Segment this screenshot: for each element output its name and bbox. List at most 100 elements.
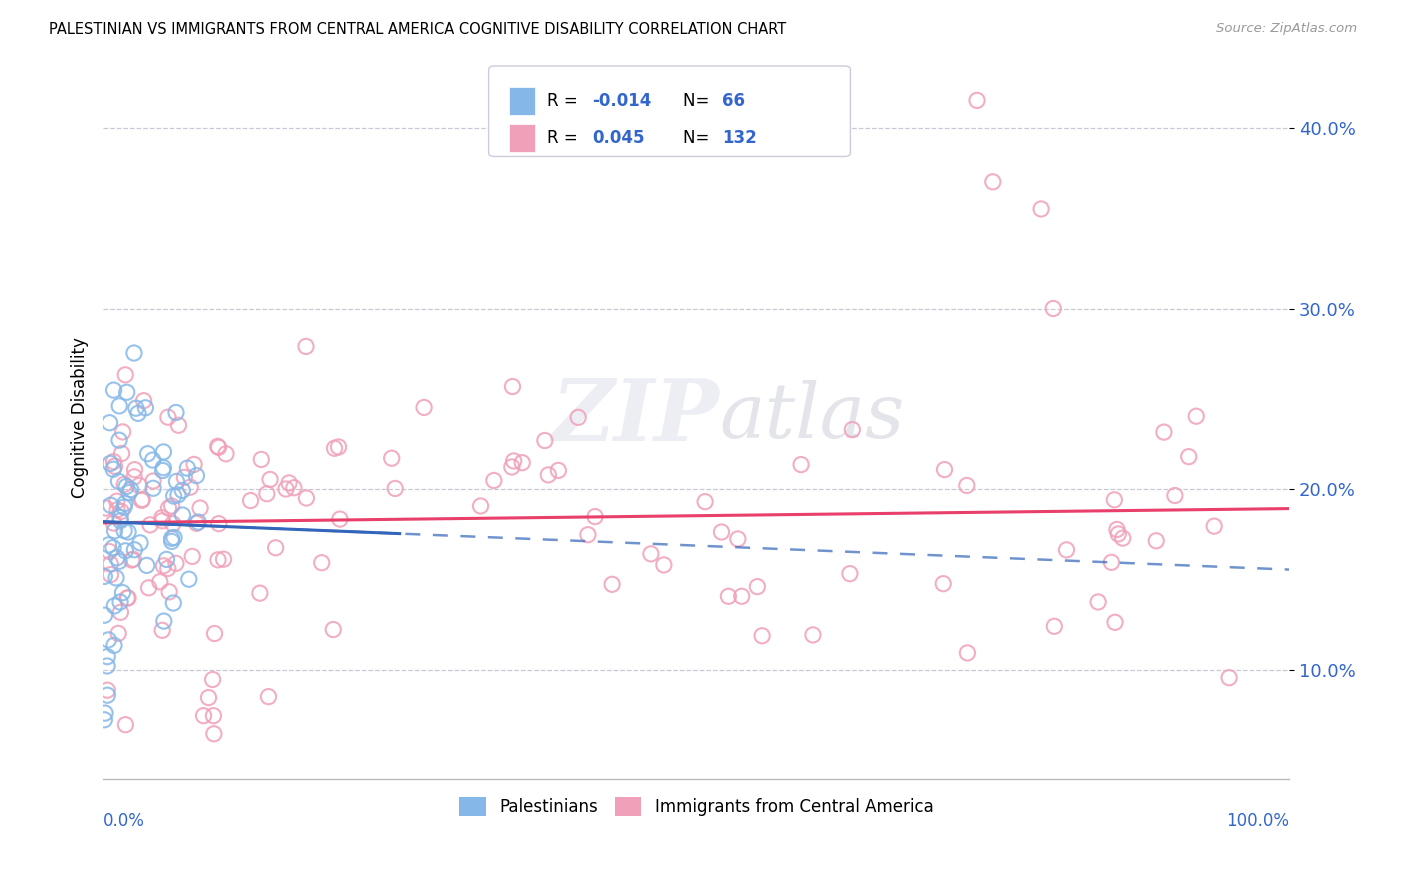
Point [114,368,136,382]
Point [124,542,146,557]
Point [249,586,271,600]
Point [567,410,589,425]
Text: atlas: atlas [720,380,905,454]
Point [103,638,125,652]
Point [537,467,560,482]
Point [283,481,305,495]
Text: N=: N= [683,92,714,111]
Point [150,624,173,638]
Point [181,549,204,564]
Point [501,460,523,475]
Point [132,393,155,408]
Text: 100.0%: 100.0% [1226,812,1289,830]
Point [97,632,120,647]
Point [187,515,209,529]
Point [381,451,404,466]
Point [278,475,301,490]
Point [501,379,523,393]
Point [204,626,226,640]
Point [122,470,145,484]
Point [125,401,148,416]
Point [107,626,129,640]
Point [257,690,280,704]
Point [177,572,200,586]
Point [108,510,131,524]
Point [790,458,813,472]
Point [162,516,184,531]
Text: 0.0%: 0.0% [103,812,145,830]
Point [108,399,131,413]
Point [112,500,135,515]
Point [652,558,675,572]
Point [1105,523,1128,537]
Point [105,550,128,565]
Point [96,659,118,673]
Point [186,516,208,531]
Point [956,646,979,660]
Point [112,524,135,538]
Point [110,514,132,528]
Point [105,503,128,517]
Point [328,440,350,454]
Point [576,527,599,541]
Point [172,508,194,522]
Point [311,556,333,570]
Point [727,532,749,546]
Point [239,493,262,508]
Point [142,481,165,495]
Text: Source: ZipAtlas.com: Source: ZipAtlas.com [1216,22,1357,36]
FancyBboxPatch shape [489,66,851,156]
Point [932,576,955,591]
Point [1104,615,1126,630]
Point [114,496,136,510]
Point [122,346,145,360]
Point [97,538,120,552]
Point [114,543,136,558]
Point [142,453,165,467]
Point [160,531,183,545]
Point [96,683,118,698]
Point [121,553,143,567]
Point [150,510,173,524]
Point [93,608,115,623]
Point [583,509,606,524]
Point [215,447,238,461]
Point [176,461,198,475]
Point [934,462,956,476]
Point [167,488,190,502]
Point [250,452,273,467]
Point [104,571,127,585]
Point [1043,619,1066,633]
Point [111,425,134,439]
Point [1144,533,1167,548]
Point [98,557,121,571]
Point [94,501,117,516]
Point [96,649,118,664]
Point [1104,492,1126,507]
Point [103,462,125,476]
Point [98,544,121,558]
Point [115,479,138,493]
Text: R =: R = [547,128,582,147]
Point [138,581,160,595]
Point [160,534,183,549]
Point [259,472,281,486]
Point [98,416,121,430]
Point [108,595,131,609]
Point [801,628,824,642]
Point [981,175,1004,189]
Text: R =: R = [547,92,582,111]
Text: 0.045: 0.045 [592,128,644,147]
Point [165,557,187,571]
Point [100,567,122,582]
Point [110,446,132,460]
Point [152,445,174,459]
Point [640,547,662,561]
Point [155,552,177,566]
Point [135,558,157,573]
Point [710,524,733,539]
Point [186,468,208,483]
Point [956,478,979,492]
Point [98,457,121,471]
Point [153,614,176,628]
